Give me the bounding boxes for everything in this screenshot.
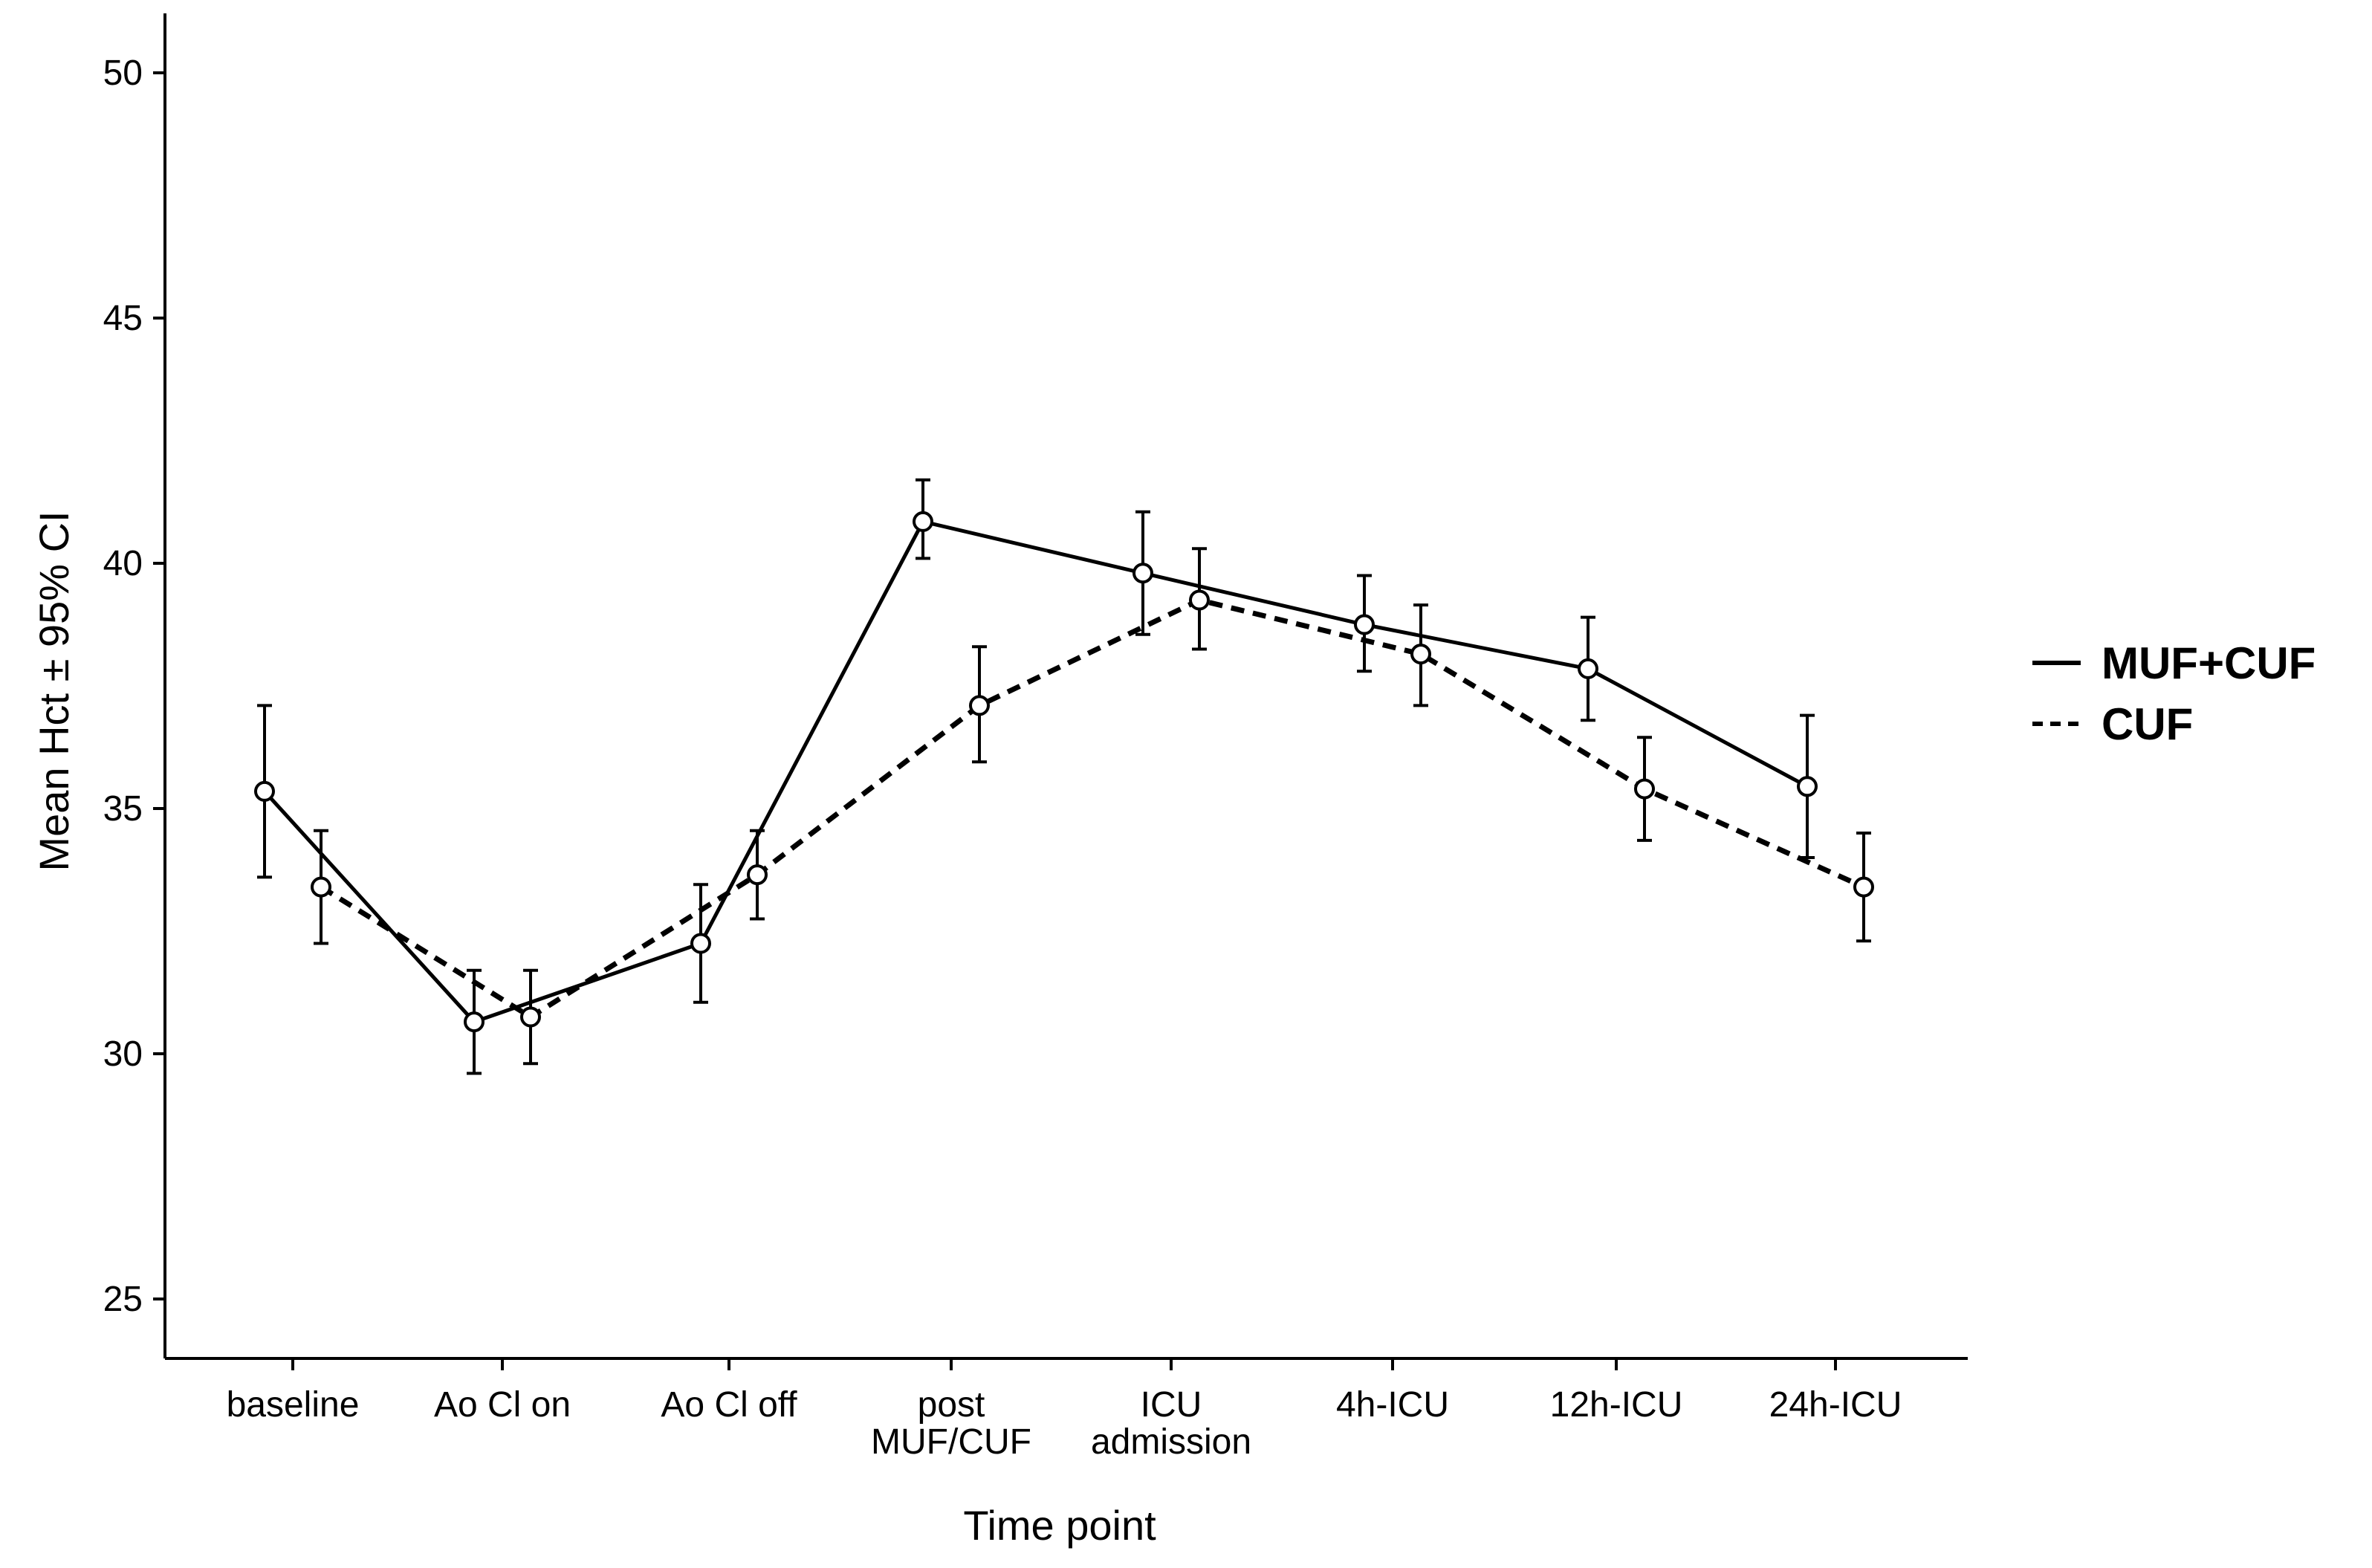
data-point: [311, 876, 331, 898]
x-tick-label: Ao Cl off: [661, 1385, 797, 1425]
data-point: [1132, 563, 1153, 584]
data-point: [254, 780, 275, 802]
x-tick-label: 12h-ICU: [1550, 1385, 1683, 1425]
data-point: [1354, 614, 1375, 635]
y-tick-label: 25: [103, 1280, 143, 1319]
x-tick-label: ICU admission: [1091, 1385, 1251, 1462]
y-tick-label: 45: [103, 299, 143, 338]
series-line: [263, 519, 1809, 1025]
data-point: [969, 695, 990, 716]
data-point: [690, 933, 711, 954]
y-tick-label: 50: [103, 54, 143, 93]
x-tick-label: 24h-ICU: [1769, 1385, 1902, 1425]
x-axis-title: Time point: [963, 1502, 1156, 1549]
ticks: 25 30 35 40 45 50 baseline Ao Cl on Ao Cl off pos…: [103, 54, 1902, 1462]
series-line: [320, 597, 1865, 1020]
y-tick-label: 30: [103, 1034, 143, 1074]
x-tick-label: 4h-ICU: [1336, 1385, 1449, 1425]
x-tick-label: Ao Cl on: [434, 1385, 571, 1425]
x-tick-label: post MUF/CUF: [871, 1385, 1031, 1462]
legend-label: MUF+CUF: [2102, 638, 2316, 688]
x-tick-label: baseline: [227, 1385, 360, 1425]
data-point: [464, 1011, 485, 1033]
y-tick-label: 40: [103, 544, 143, 583]
data-point: [1853, 876, 1874, 898]
data-point: [1578, 658, 1598, 679]
legend-label: CUF: [2102, 699, 2193, 749]
series: [254, 478, 1874, 1075]
data-point: [520, 1006, 541, 1028]
data-point: [1410, 644, 1431, 665]
y-axis-title: Mean Hct ± 95% CI: [30, 511, 77, 871]
series-muf-cuf: [254, 478, 1818, 1075]
series-cuf: [311, 547, 1874, 1066]
data-point: [1797, 776, 1818, 797]
y-tick-label: 35: [103, 789, 143, 829]
data-point: [1189, 589, 1210, 611]
data-point: [1634, 778, 1655, 800]
legend: MUF+CUF CUF: [2032, 638, 2316, 749]
data-point: [913, 511, 933, 532]
data-point: [747, 864, 768, 886]
axes: [163, 13, 1968, 1360]
